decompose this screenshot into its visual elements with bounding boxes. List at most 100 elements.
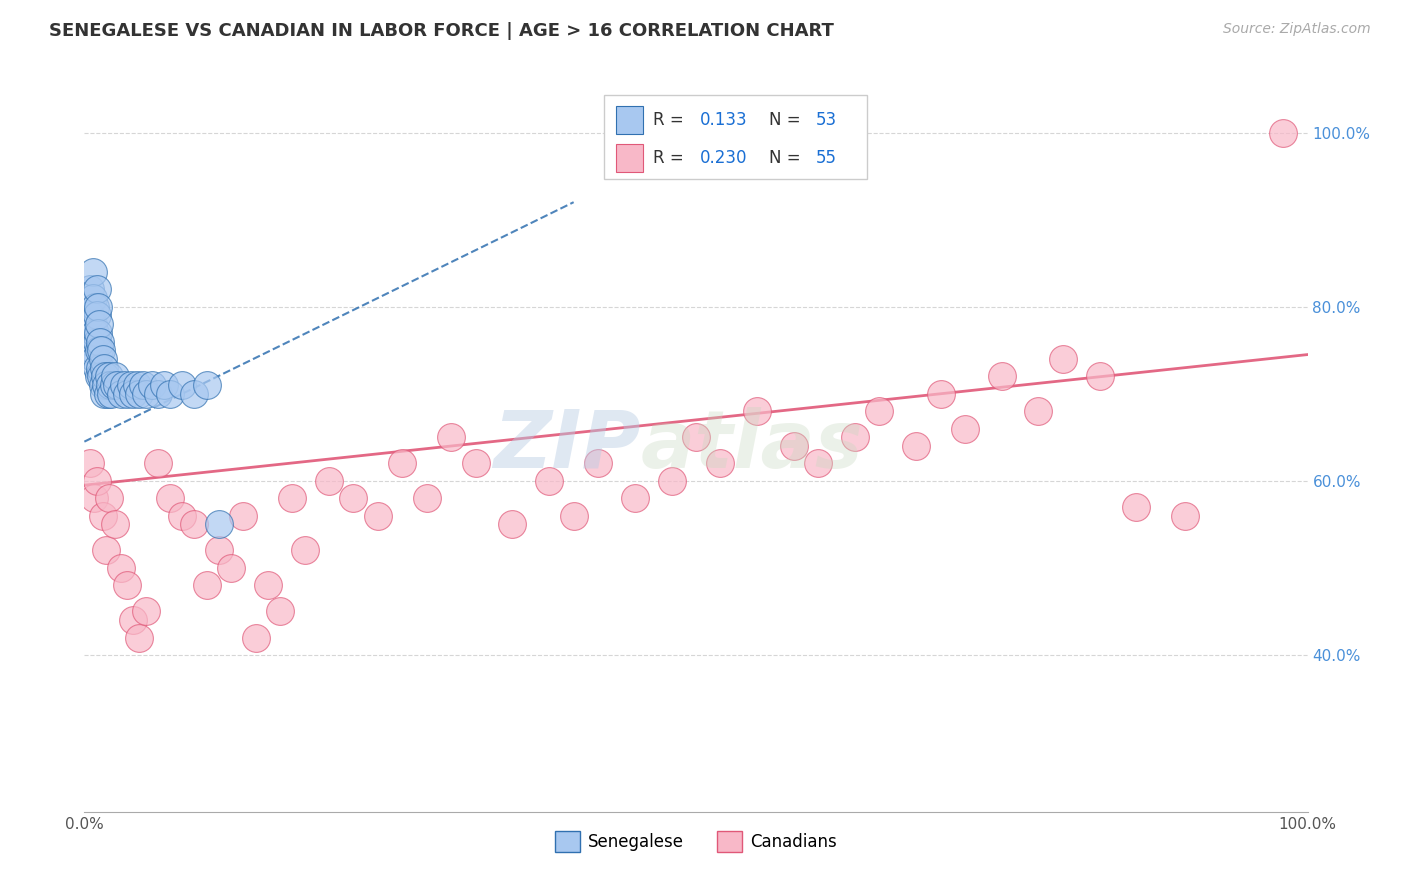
Point xyxy=(709,457,731,471)
Point xyxy=(87,317,110,331)
Text: N =: N = xyxy=(769,111,806,128)
Point xyxy=(83,491,105,506)
Point xyxy=(84,326,107,340)
Point xyxy=(98,378,121,392)
Point xyxy=(97,369,120,384)
Point xyxy=(135,386,157,401)
Point xyxy=(122,613,145,627)
Text: 53: 53 xyxy=(815,111,837,128)
Point xyxy=(219,561,242,575)
Point xyxy=(89,360,111,375)
Point xyxy=(84,300,107,314)
Point xyxy=(100,386,122,401)
Point xyxy=(115,386,138,401)
Point xyxy=(104,369,127,384)
Point xyxy=(172,508,194,523)
Text: 55: 55 xyxy=(815,149,837,167)
Point xyxy=(82,291,104,305)
Text: atlas: atlas xyxy=(641,407,863,485)
Point xyxy=(183,517,205,532)
FancyBboxPatch shape xyxy=(605,95,868,179)
Point xyxy=(281,491,304,506)
Point xyxy=(538,474,561,488)
Point xyxy=(87,300,110,314)
Point xyxy=(110,561,132,575)
Point xyxy=(153,378,176,392)
Point xyxy=(87,326,110,340)
Point xyxy=(929,386,952,401)
Point xyxy=(122,386,145,401)
Point xyxy=(953,421,976,435)
Point xyxy=(1174,508,1197,523)
Point xyxy=(135,604,157,618)
Point xyxy=(318,474,340,488)
Point xyxy=(82,265,104,279)
Bar xyxy=(616,106,644,134)
Point xyxy=(112,378,135,392)
Point xyxy=(125,378,148,392)
Point xyxy=(115,578,138,592)
Point xyxy=(1052,351,1074,366)
Point xyxy=(747,404,769,418)
Point xyxy=(87,369,110,384)
Point xyxy=(195,378,218,392)
Point xyxy=(905,439,928,453)
Text: Source: ZipAtlas.com: Source: ZipAtlas.com xyxy=(1223,22,1371,37)
Point xyxy=(269,604,291,618)
Point xyxy=(105,378,128,392)
Text: 0.230: 0.230 xyxy=(700,149,747,167)
Point xyxy=(294,543,316,558)
Point xyxy=(562,508,585,523)
Point xyxy=(416,491,439,506)
Point xyxy=(86,334,108,349)
Point xyxy=(844,430,866,444)
Point xyxy=(103,378,125,392)
Point xyxy=(79,457,101,471)
Point xyxy=(128,386,150,401)
Point xyxy=(93,386,115,401)
Point xyxy=(146,457,169,471)
Point xyxy=(464,457,486,471)
Point xyxy=(86,282,108,296)
Text: N =: N = xyxy=(769,149,806,167)
Legend: Senegalese, Canadians: Senegalese, Canadians xyxy=(548,824,844,858)
Point xyxy=(82,343,104,358)
Point xyxy=(90,369,112,384)
Point xyxy=(183,386,205,401)
Point xyxy=(661,474,683,488)
Point xyxy=(87,343,110,358)
Point xyxy=(502,517,524,532)
Point xyxy=(1125,500,1147,514)
Point xyxy=(172,378,194,392)
Point xyxy=(96,543,118,558)
Text: ZIP: ZIP xyxy=(494,407,641,485)
Point xyxy=(624,491,647,506)
Point xyxy=(97,491,120,506)
Point xyxy=(208,517,231,532)
Point xyxy=(991,369,1014,384)
Point xyxy=(86,474,108,488)
Point xyxy=(86,309,108,323)
Point xyxy=(79,309,101,323)
Point xyxy=(104,517,127,532)
Point xyxy=(257,578,280,592)
Point xyxy=(91,351,114,366)
Point xyxy=(1088,369,1111,384)
Point xyxy=(128,631,150,645)
Point xyxy=(132,378,155,392)
Point xyxy=(208,543,231,558)
Point xyxy=(367,508,389,523)
Point xyxy=(1272,126,1295,140)
Point xyxy=(685,430,707,444)
Text: R =: R = xyxy=(654,111,689,128)
Point xyxy=(110,386,132,401)
Point xyxy=(93,360,115,375)
Point xyxy=(586,457,609,471)
Point xyxy=(245,631,267,645)
Point xyxy=(195,578,218,592)
Point xyxy=(391,457,413,471)
Point xyxy=(91,508,114,523)
Point xyxy=(159,491,181,506)
Point xyxy=(440,430,463,444)
Point xyxy=(342,491,364,506)
